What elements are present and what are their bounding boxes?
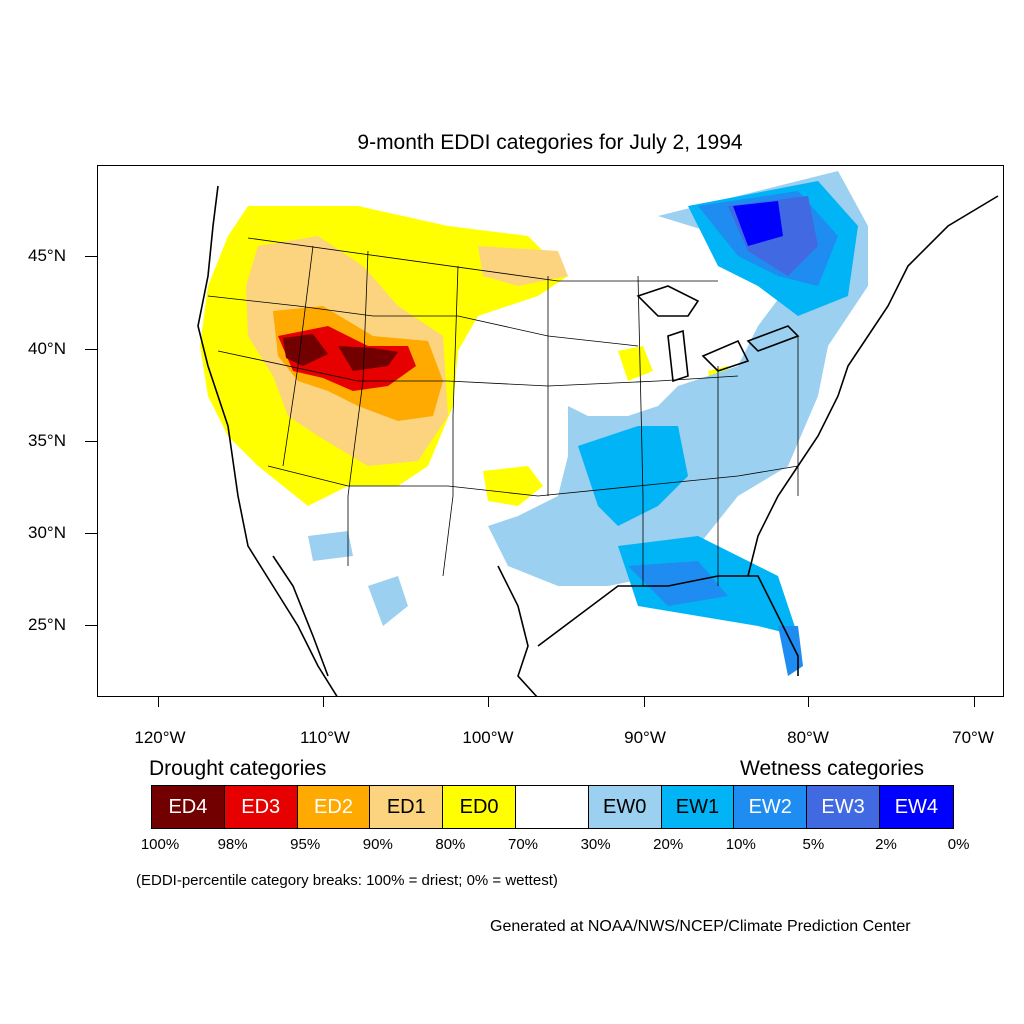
- percentile-label: 70%: [507, 836, 539, 853]
- coastline: [497, 565, 538, 696]
- lon-tick: [644, 697, 645, 707]
- state-lines: [207, 237, 799, 586]
- ew1-area: [578, 426, 688, 526]
- lon-label: 100°W: [462, 728, 514, 747]
- legend-swatch: ED3: [224, 786, 298, 828]
- map-title: 9-month EDDI categories for July 2, 1994: [357, 131, 743, 154]
- legend-swatch: EW0: [588, 786, 662, 828]
- ed1-area: [478, 246, 568, 286]
- percentile-label: 98%: [217, 836, 248, 853]
- lat-tick: [85, 256, 97, 257]
- percentile-label: 5%: [802, 836, 825, 853]
- percentile-label: 90%: [362, 836, 393, 853]
- legend-swatch: EW2: [734, 786, 808, 828]
- lat-tick: [85, 349, 97, 350]
- legend-swatch: EW3: [807, 786, 880, 828]
- lon-label: 80°W: [787, 728, 829, 747]
- ew4-area: [733, 201, 783, 246]
- lat-label: 40°N: [28, 339, 66, 358]
- legend-swatch: EW1: [661, 786, 735, 828]
- category-legend: ED4 ED3 ED2 ED1 ED0 EW0 EW1 EW2 EW3 EW4: [151, 785, 954, 829]
- percentile-label: 0%: [947, 836, 970, 853]
- ew0-area: [488, 171, 868, 586]
- ed4-area: [283, 334, 328, 366]
- great-lakes: [701, 339, 750, 372]
- lon-tick: [323, 697, 324, 707]
- ed0-area: [618, 346, 653, 381]
- coastline: [197, 185, 338, 696]
- lon-label: 70°W: [952, 728, 994, 747]
- drought-heading: Drought categories: [149, 757, 327, 780]
- eddi-map: [197, 171, 999, 696]
- coastline: [747, 195, 999, 577]
- lat-label: 35°N: [28, 431, 66, 450]
- ed4-area: [338, 346, 398, 371]
- ed0-area: [483, 466, 543, 506]
- percentile-label: 20%: [653, 836, 684, 853]
- lon-tick: [488, 697, 489, 707]
- legend-swatch: EW4: [879, 786, 953, 828]
- legend-swatch: [515, 786, 589, 828]
- legend-swatch: ED4: [152, 786, 225, 828]
- drought-shading: [200, 206, 733, 506]
- ew2-area: [778, 626, 803, 676]
- wetness-heading: Wetness categories: [740, 757, 925, 780]
- lon-tick: [974, 697, 975, 707]
- percentile-label: 100%: [140, 836, 180, 853]
- lat-tick: [85, 625, 97, 626]
- lat-tick: [85, 533, 97, 534]
- percentile-label: 2%: [875, 836, 897, 853]
- ew0-area: [308, 531, 353, 561]
- wetness-shading: [308, 171, 868, 676]
- lon-tick: [158, 697, 159, 707]
- lat-label: 45°N: [28, 246, 66, 265]
- percentile-label: 10%: [725, 836, 756, 853]
- map-panel: [97, 165, 1004, 697]
- credit-line: Generated at NOAA/NWS/NCEP/Climate Predi…: [490, 918, 911, 935]
- lon-label: 120°W: [134, 728, 186, 747]
- category-note: (EDDI-percentile category breaks: 100% =…: [136, 872, 558, 889]
- legend-swatch: ED1: [370, 786, 444, 828]
- legend-swatch: ED0: [443, 786, 516, 828]
- lat-label: 30°N: [28, 523, 66, 542]
- percentile-label: 95%: [290, 836, 321, 853]
- lat-tick: [85, 441, 97, 442]
- lon-label: 90°W: [624, 728, 666, 747]
- lon-label: 110°W: [300, 728, 350, 747]
- great-lakes: [636, 285, 700, 317]
- percentile-label: 30%: [580, 836, 611, 853]
- great-lakes: [667, 329, 689, 383]
- ew0-area: [368, 576, 408, 626]
- percentile-label: 80%: [435, 836, 466, 853]
- lon-tick: [808, 697, 809, 707]
- coastline: [272, 555, 329, 677]
- lat-label: 25°N: [28, 615, 66, 634]
- legend-swatch: ED2: [297, 786, 371, 828]
